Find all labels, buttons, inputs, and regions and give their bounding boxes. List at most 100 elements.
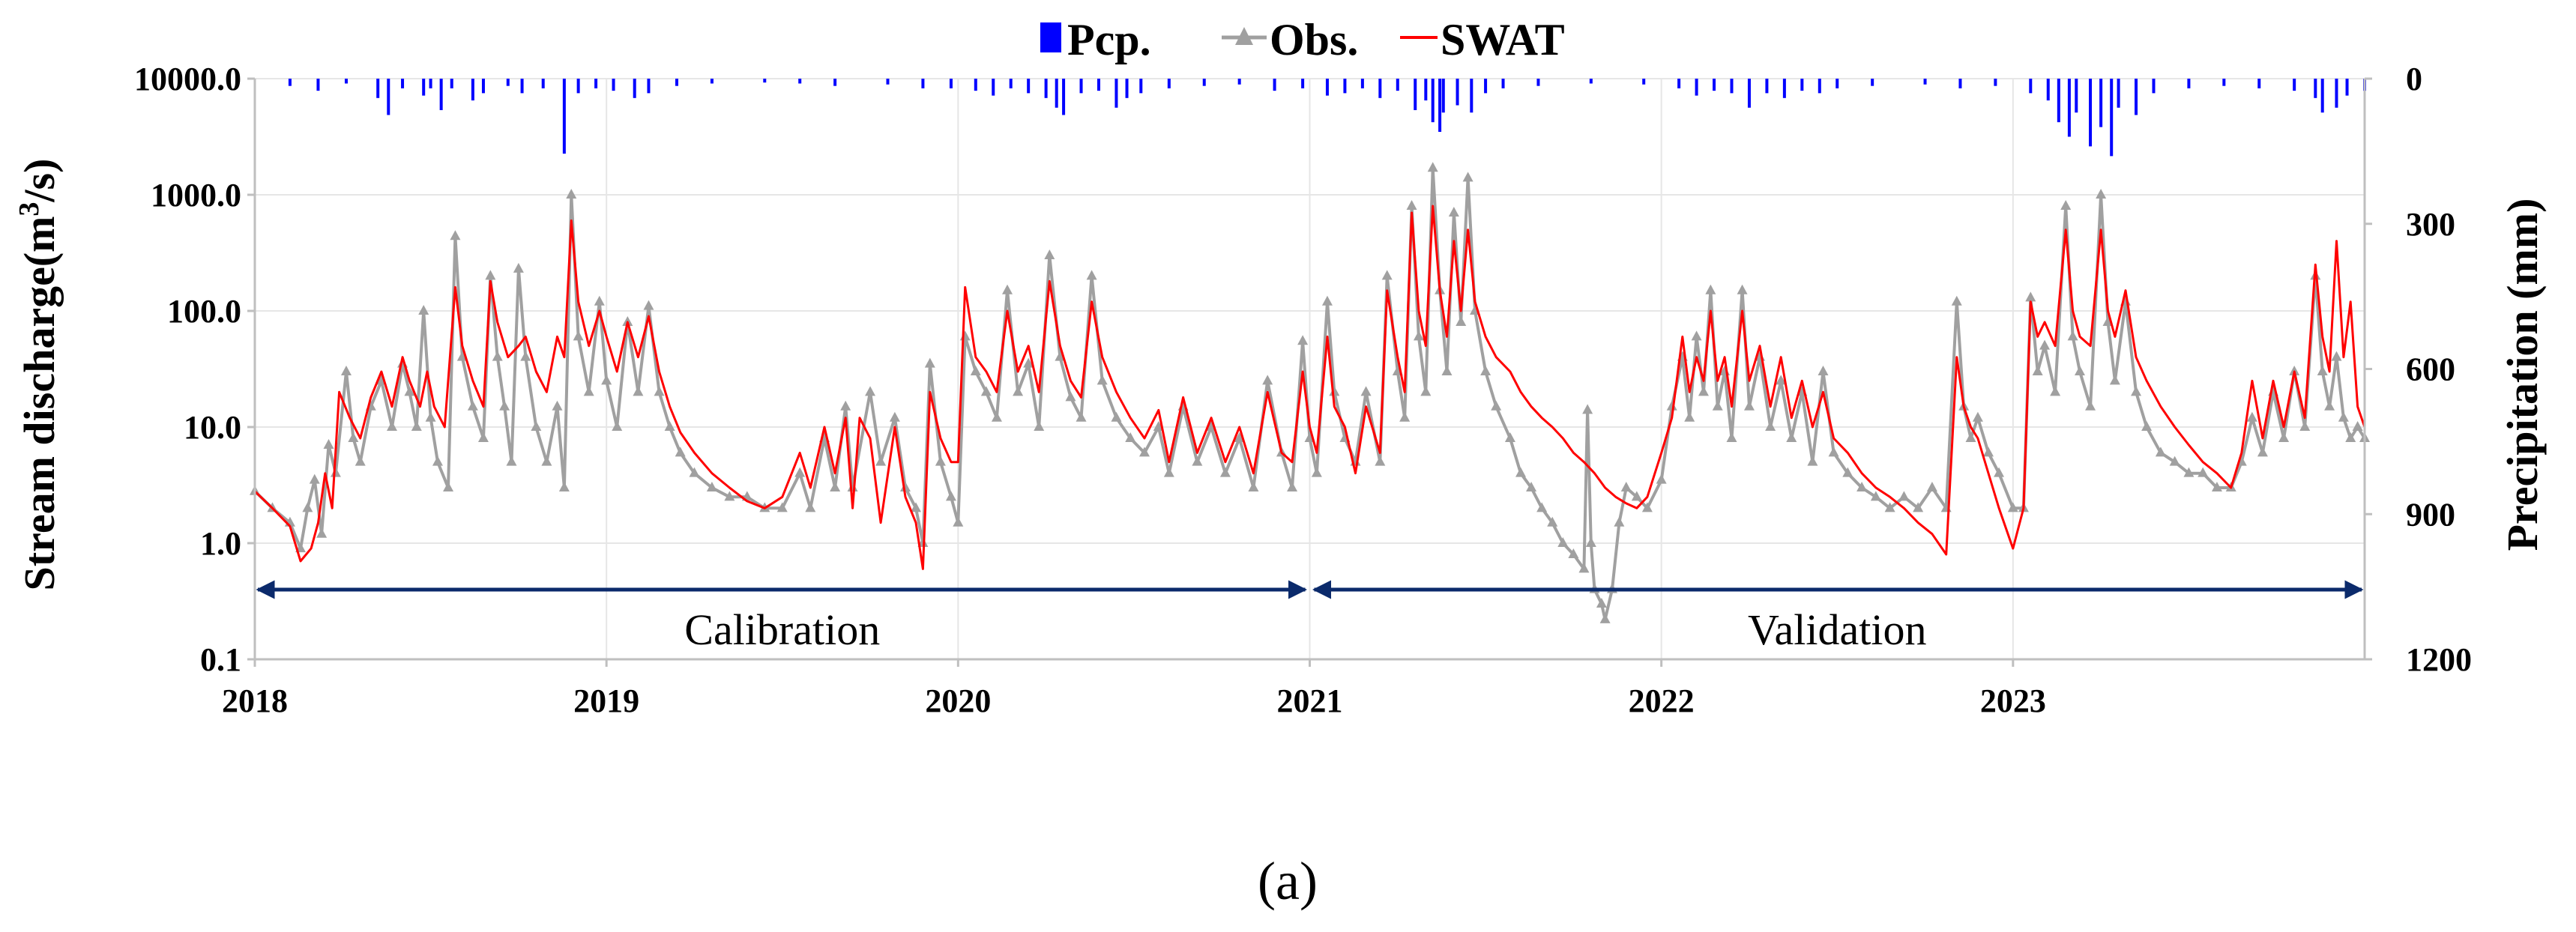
obs-point — [1413, 330, 1424, 341]
obs-point — [1013, 386, 1024, 396]
obs-point — [1776, 375, 1787, 385]
obs-point — [506, 456, 517, 466]
obs-point — [425, 411, 436, 422]
obs-point — [1262, 375, 1273, 385]
left-axis-title: Stream discharge(m3/s) — [13, 159, 64, 591]
obs-point — [541, 456, 552, 466]
obs-point — [404, 386, 415, 396]
right-axis-ticks: 0 300 600 900 1200 — [2365, 61, 2472, 678]
right-tick-label: 0 — [2406, 61, 2422, 97]
figure-caption: (a) — [1258, 851, 1318, 911]
obs-point — [1951, 295, 1962, 306]
obs-point — [935, 456, 946, 466]
obs-point — [1044, 249, 1055, 260]
obs-point — [1818, 366, 1829, 376]
right-axis-title: Precipitation (mm) — [2498, 199, 2547, 551]
obs-point — [1375, 456, 1386, 466]
obs-point — [1526, 482, 1537, 492]
obs-point — [2257, 447, 2268, 457]
obs-point — [418, 305, 429, 315]
obs-point — [1842, 467, 1853, 477]
obs-point — [953, 516, 964, 527]
obs-point — [889, 411, 900, 422]
left-tick-label: 10.0 — [184, 409, 241, 446]
obs-point — [1726, 432, 1737, 443]
obs-point — [601, 375, 612, 385]
obs-point — [980, 386, 992, 396]
obs-point — [899, 482, 911, 492]
obs-point — [2338, 411, 2349, 422]
right-tick-label: 300 — [2406, 206, 2455, 243]
obs-point — [1065, 391, 1076, 402]
right-tick-label: 900 — [2406, 496, 2455, 533]
obs-point — [654, 386, 665, 396]
obs-point — [1125, 432, 1136, 443]
swat-series — [253, 205, 2366, 570]
left-tick-label: 0.1 — [200, 641, 241, 678]
obs-point — [724, 491, 735, 501]
obs-point — [1163, 467, 1174, 477]
obs-point — [1023, 357, 1034, 368]
obs-point — [830, 482, 841, 492]
obs-point — [1631, 491, 1642, 501]
left-tick-label: 10000.0 — [134, 61, 241, 97]
obs-point — [1620, 482, 1632, 492]
obs-point — [316, 527, 328, 538]
calibration-label: Calibration — [684, 605, 880, 654]
obs-point — [805, 502, 816, 512]
obs-point — [1381, 270, 1393, 280]
obs-point — [865, 386, 876, 396]
obs-point — [450, 230, 461, 240]
obs-point — [1504, 432, 1515, 443]
obs-point — [2317, 366, 2328, 376]
obs-point — [566, 189, 577, 199]
obs-point — [2060, 200, 2072, 211]
legend-pcp-label: Pcp. — [1067, 15, 1151, 64]
obs-point — [1547, 516, 1558, 527]
obs-point — [2331, 351, 2342, 361]
left-axis-ticks: 0.1 1.0 10.0 100.0 1000.0 10000.0 — [134, 61, 255, 678]
right-tick-label: 1200 — [2406, 641, 2472, 678]
obs-point — [558, 482, 570, 492]
obs-point — [477, 432, 489, 443]
obs-point — [594, 295, 605, 306]
obs-point — [2096, 189, 2107, 199]
obs-point — [531, 421, 542, 431]
obs-point — [1536, 502, 1548, 512]
obs-point — [2352, 421, 2363, 431]
obs-point — [1884, 502, 1895, 512]
validation-label: Validation — [1748, 605, 1926, 654]
obs-point — [1311, 467, 1322, 477]
obs-point — [675, 447, 686, 457]
obs-point — [443, 482, 454, 492]
obs-point — [2050, 386, 2061, 396]
obs-point — [2324, 400, 2335, 411]
obs-point — [583, 386, 594, 396]
obs-point — [1192, 456, 1203, 466]
obs-point — [1578, 563, 1590, 573]
obs-point — [2155, 447, 2166, 457]
obs-point — [1034, 421, 1045, 431]
legend-pcp-swatch — [1040, 22, 1061, 52]
obs-point — [1765, 421, 1776, 431]
obs-point — [2131, 386, 2142, 396]
obs-point — [1743, 400, 1755, 411]
obs-point — [1491, 400, 1502, 411]
obs-point — [1856, 482, 1868, 492]
obs-point — [1614, 516, 1625, 527]
obs-point — [1807, 456, 1818, 466]
obs-point — [2278, 432, 2290, 443]
obs-point — [1972, 411, 1983, 422]
obs-point — [1234, 432, 1245, 443]
obs-point — [1248, 482, 1259, 492]
obs-point — [875, 456, 887, 466]
obs-point — [689, 467, 700, 477]
obs-point — [1086, 270, 1097, 280]
obs-point — [1321, 295, 1333, 306]
obs-point — [2067, 330, 2078, 341]
obs-point — [513, 262, 524, 273]
obs-point — [945, 491, 956, 501]
period-markers: Calibration Validation — [256, 580, 2364, 654]
obs-point — [1448, 207, 1459, 217]
obs-point — [1786, 432, 1797, 443]
